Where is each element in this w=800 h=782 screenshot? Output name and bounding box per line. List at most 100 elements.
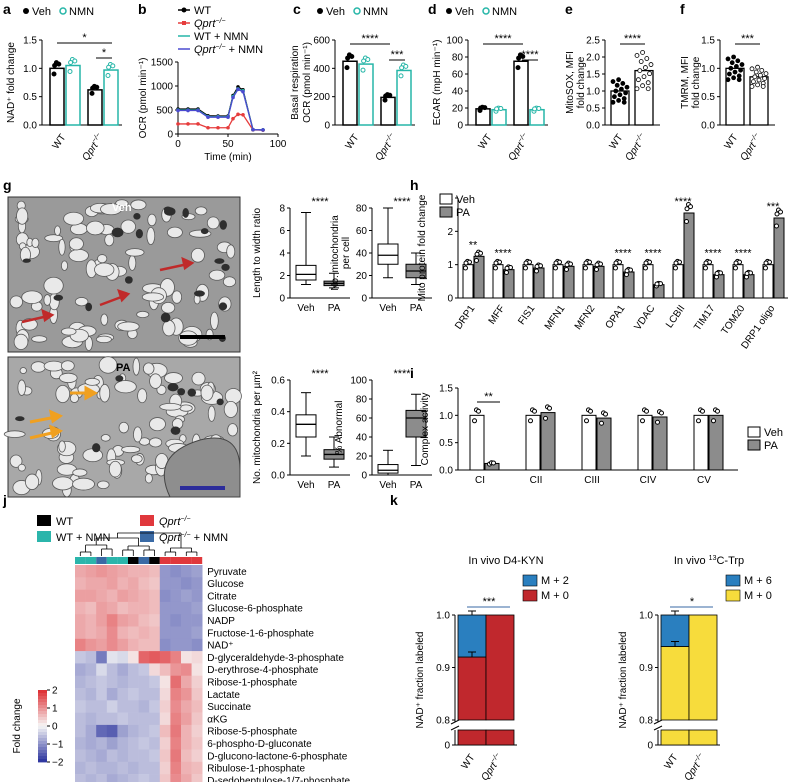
j-cell-12-5 [128, 712, 139, 726]
j-cell-16-5 [128, 761, 139, 775]
j-row-4: NADP [207, 616, 235, 627]
a-ytick-label-0: 0.0 [23, 121, 37, 132]
j-cell-15-2 [96, 749, 108, 763]
f-dot-0-5 [738, 67, 743, 73]
j-scale-label-4: −2 [52, 758, 64, 769]
micro-pa-vesicle-17 [118, 421, 129, 434]
k2-ytick-label-1: 0.8 [639, 716, 653, 727]
g3-ytick-label-1: 0.2 [271, 439, 285, 450]
chart-k1: 0 0.8 0.9 1.0 NAD⁺ fraction labeled In vivo D… [415, 555, 569, 782]
a-1-0-dot-3 [90, 85, 96, 91]
h-3-1-dot-0 [564, 267, 569, 272]
k2-ylabel: NAD⁺ fraction labeled [618, 632, 629, 729]
j-cell-10-11 [191, 688, 203, 701]
micro-veh-vesicle-62 [171, 290, 183, 304]
j-cell-0-5 [128, 565, 139, 578]
arrow-orange-1-head [84, 385, 99, 401]
micro-veh-vesicle-82 [60, 327, 77, 336]
j-cell-8-9 [170, 663, 182, 676]
micro-pa-vesicle-75 [98, 356, 118, 374]
micrograph-veh-label: Veh [112, 202, 132, 214]
i-1-1-dot-2 [547, 405, 552, 411]
j-scale-step-14 [38, 732, 47, 736]
j-cell-14-0 [75, 737, 86, 750]
micro-pa-vesicle-73 [121, 445, 141, 454]
j-cell-0-2 [96, 565, 108, 578]
h-bar-0-0 [462, 264, 474, 299]
j-scale-step-4 [38, 702, 47, 706]
micro-pa-mito-6 [167, 383, 179, 392]
j-cell-17-3 [106, 774, 118, 782]
k2-break-2 [653, 725, 663, 731]
j-scale-step-3 [38, 699, 47, 703]
micro-veh-vesicle-87 [31, 237, 40, 248]
micro-pa-mito-3 [15, 416, 25, 422]
e-dot-0-11 [610, 79, 616, 84]
c-1-1-dot-2 [403, 63, 409, 69]
i-bar-2-0 [581, 414, 597, 471]
f-xtick-0: WT [723, 132, 741, 151]
b-ytick-label-1: 500 [156, 106, 173, 117]
h-7-1-dot-2 [688, 204, 693, 210]
j-scale-step-17 [38, 741, 47, 745]
j-cell-13-7 [149, 724, 161, 738]
d-xtick-1: Qprt−/− [506, 132, 533, 163]
j-group-2 [96, 557, 107, 564]
g4-ytick-label-3: 60 [356, 414, 368, 425]
j-cell-12-10 [181, 712, 192, 726]
j-cell-2-0 [75, 589, 86, 603]
j-cell-8-3 [106, 663, 118, 676]
c-1-1-dot-3 [399, 65, 405, 71]
h-10-0-dot-0 [763, 265, 768, 271]
micro-pa-vesicle-56 [156, 384, 167, 395]
h-xtick-2: FIS1 [516, 303, 537, 327]
micro-pa-mito-1 [177, 388, 186, 396]
micro-pa-vesicle-26 [52, 476, 74, 491]
h-6-1-dot-3 [654, 281, 660, 287]
k2-legend-top: M + 6 [744, 575, 772, 587]
legend-nmn-a: NMN [69, 6, 94, 18]
j-cell-17-1 [85, 774, 97, 782]
j-cell-15-5 [128, 749, 139, 763]
j-row-14: 6-phospho-D-gluconate [207, 739, 312, 750]
j-cell-10-8 [159, 688, 171, 701]
c-1-0-dot-0 [382, 97, 388, 103]
i-bar-4-0 [693, 414, 709, 471]
micro-veh-vesicle-73 [104, 233, 115, 247]
j-row-17: D-sedoheptulose-1/7-phosphate [207, 776, 350, 782]
a-ytick-label-2: 1.0 [23, 64, 37, 75]
j-cell-16-3 [106, 761, 118, 775]
micro-veh-mito-5 [200, 228, 209, 235]
j-cell-10-9 [170, 688, 182, 701]
i-1-0-dot-2 [532, 408, 537, 414]
a-bar-Qprt−/−-Veh [87, 89, 103, 126]
j-cell-1-3 [106, 577, 118, 590]
j-cell-14-1 [85, 737, 97, 750]
j-cell-12-2 [96, 712, 108, 726]
h-bar-3-0 [552, 264, 564, 299]
micro-veh-vesicle-52 [9, 295, 23, 309]
k1-ytick-label-3: 1.0 [436, 611, 450, 622]
j-cell-9-9 [170, 675, 182, 689]
micro-veh-vesicle-76 [95, 335, 112, 344]
micro-pa-vesicle-10 [223, 400, 238, 418]
j-group-1 [85, 557, 97, 564]
f-dot-1-12 [755, 64, 760, 70]
c-ylabel-2: OCR (pmol min⁻¹) [302, 42, 313, 123]
j-row-13: Ribose-5-phosphate [207, 727, 297, 738]
micro-pa-vesicle-1 [3, 430, 26, 438]
j-cell-2-7 [149, 589, 161, 603]
c-bar-0-1 [358, 63, 374, 126]
j-cell-9-1 [85, 675, 97, 689]
h-4-1-dot-3 [594, 262, 600, 268]
b-pt-3-1 [186, 108, 190, 113]
chart-g4: 0 20 40 60 80 100 % Abnormal Veh PA **** [334, 368, 432, 491]
k1-break-1 [450, 719, 460, 725]
h-xtick-0: DRP1 [453, 303, 478, 332]
j-cell-3-0 [75, 601, 86, 615]
f-dot-0-6 [728, 65, 734, 71]
j-cell-5-3 [106, 626, 118, 640]
micro-veh-vesicle-68 [162, 319, 176, 337]
chart-k2: 0 0.8 0.9 1.0 NAD⁺ fraction labeled In vivo 1… [618, 555, 772, 782]
j-cell-16-6 [138, 761, 150, 775]
